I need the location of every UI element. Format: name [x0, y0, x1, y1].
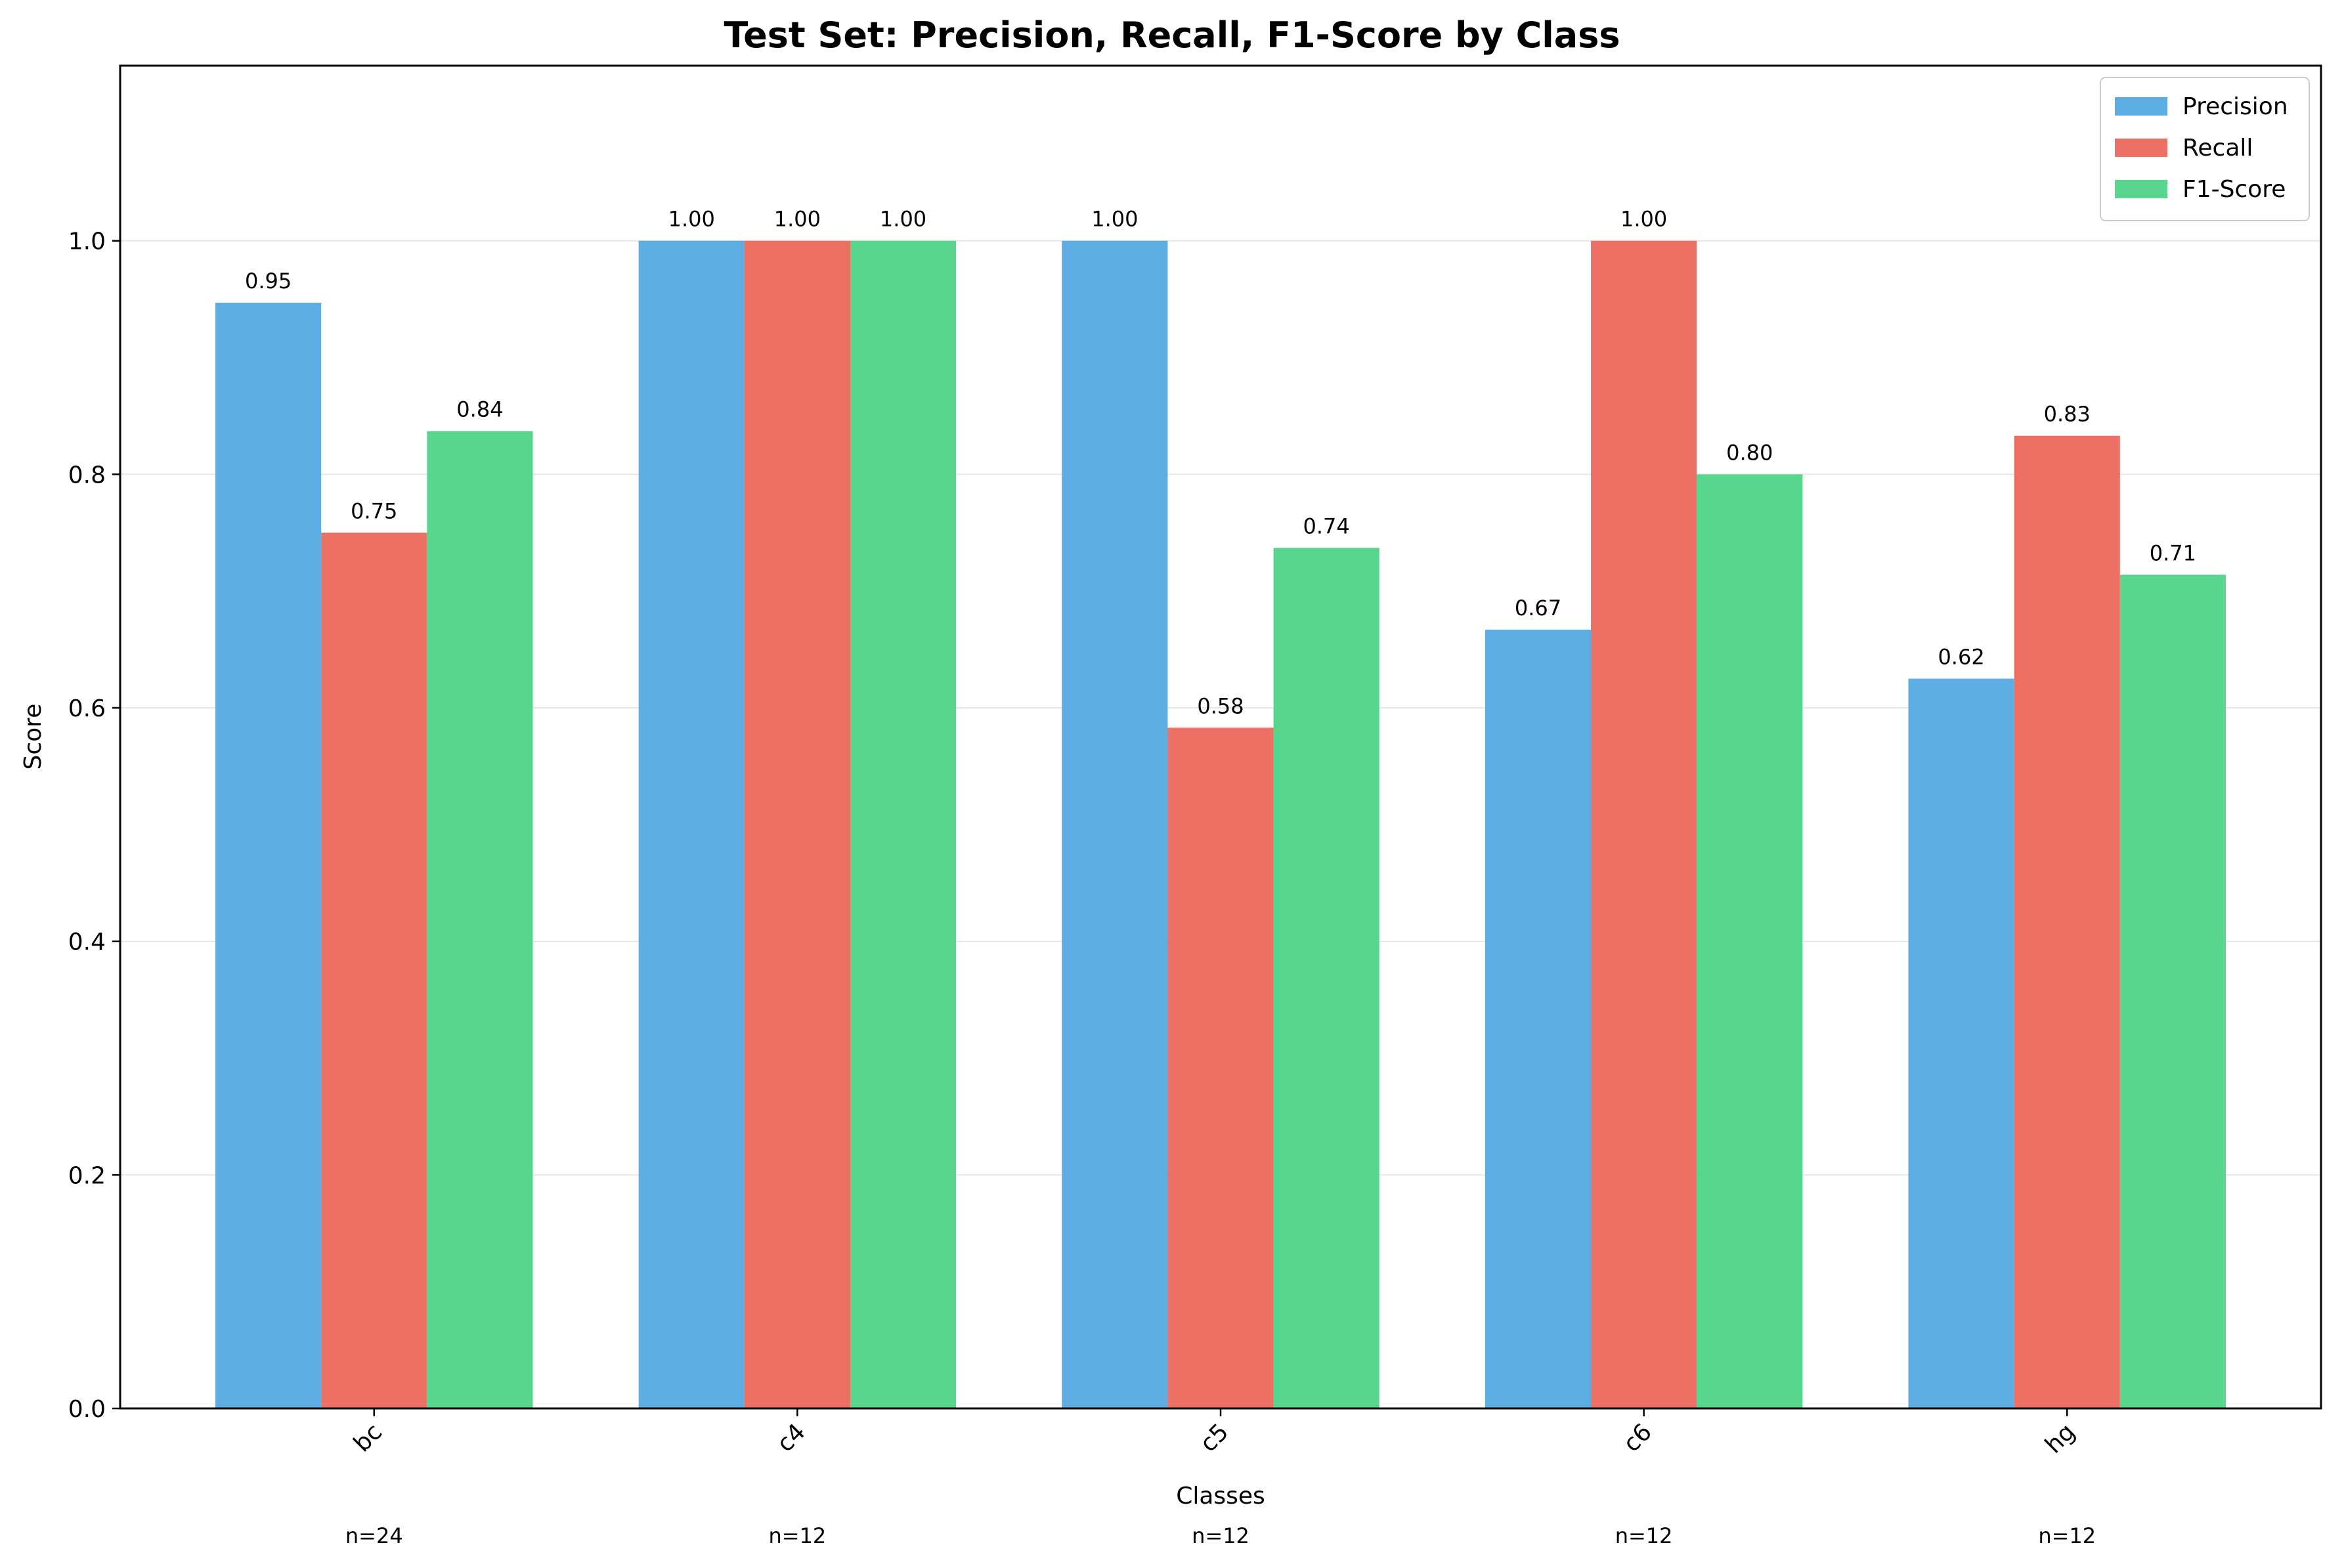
x-tick-label: c6 — [1618, 1418, 1657, 1457]
bar-recall-c5 — [1167, 728, 1274, 1408]
bar-f1-score-c4 — [850, 240, 957, 1408]
x-tick-label: c4 — [772, 1418, 811, 1457]
chart-title: Test Set: Precision, Recall, F1-Score by… — [724, 14, 1620, 56]
sample-count-label: n=12 — [2038, 1523, 2096, 1548]
axes: 0.0 0.2 0.4 0.6 0.8 1.0 bc n=24 c4 n=12 c5 n=12 c6 n=… — [68, 229, 2096, 1548]
data-label: 0.58 — [1197, 693, 1244, 718]
data-label: 0.67 — [1515, 596, 1561, 621]
y-tick-label: 0.0 — [68, 1396, 106, 1423]
bar-f1-score-hg — [2119, 575, 2226, 1408]
y-tick-label: 0.4 — [68, 929, 106, 956]
data-label: 0.75 — [351, 498, 397, 523]
data-label: 0.84 — [456, 397, 503, 422]
y-tick-label: 1.0 — [68, 229, 106, 255]
bar-f1-score-c6 — [1697, 474, 1803, 1408]
bar-f1-score-bc — [427, 431, 533, 1408]
bar-recall-hg — [2014, 435, 2120, 1408]
data-label: 0.95 — [245, 269, 292, 294]
bars — [215, 240, 2226, 1409]
sample-count-label: n=12 — [1615, 1523, 1673, 1548]
x-tick-label: bc — [349, 1418, 387, 1457]
bar-precision-c4 — [638, 240, 745, 1408]
data-label: 0.62 — [1938, 645, 1984, 670]
sample-count-label: n=12 — [768, 1523, 826, 1548]
data-label: 1.00 — [668, 207, 715, 232]
bar-precision-hg — [1908, 678, 2014, 1408]
sample-count-label: n=24 — [345, 1523, 403, 1548]
data-label: 0.83 — [2044, 402, 2091, 427]
y-tick-label: 0.6 — [68, 695, 106, 722]
data-label: 1.00 — [1091, 207, 1138, 232]
bar-recall-c6 — [1591, 240, 1697, 1408]
sample-count-label: n=12 — [1192, 1523, 1249, 1548]
y-tick-label: 0.2 — [68, 1162, 106, 1189]
data-labels: 0.95 1.00 1.00 0.67 0.62 0.75 1.00 0.58 1.00 0.83… — [245, 207, 2196, 719]
x-tick-label: hg — [2040, 1418, 2080, 1458]
x-axis-label: Classes — [1176, 1483, 1265, 1510]
y-tick-label: 0.8 — [68, 462, 106, 489]
bar-precision-c6 — [1485, 629, 1592, 1408]
legend-swatch-recall — [2115, 139, 2167, 157]
legend-swatch-f1-score — [2115, 180, 2167, 198]
data-label: 1.00 — [880, 207, 926, 232]
legend-swatch-precision — [2115, 97, 2167, 116]
bar-precision-bc — [215, 302, 322, 1409]
data-label: 0.80 — [1726, 440, 1773, 465]
bar-f1-score-c5 — [1273, 548, 1379, 1408]
data-label: 1.00 — [774, 207, 821, 232]
y-axis-label: Score — [20, 704, 47, 770]
legend-label: F1-Score — [2182, 176, 2286, 203]
data-label: 1.00 — [1620, 207, 1667, 232]
x-tick-label: c5 — [1195, 1418, 1234, 1457]
legend-label: Recall — [2182, 135, 2253, 162]
data-label: 0.74 — [1303, 513, 1350, 538]
legend: Precision Recall F1-Score — [2100, 77, 2310, 221]
legend-label: Precision — [2182, 93, 2288, 120]
bar-recall-c4 — [744, 240, 850, 1408]
bar-recall-bc — [321, 533, 427, 1408]
data-label: 0.71 — [2150, 540, 2196, 565]
bar-precision-c5 — [1062, 240, 1168, 1408]
